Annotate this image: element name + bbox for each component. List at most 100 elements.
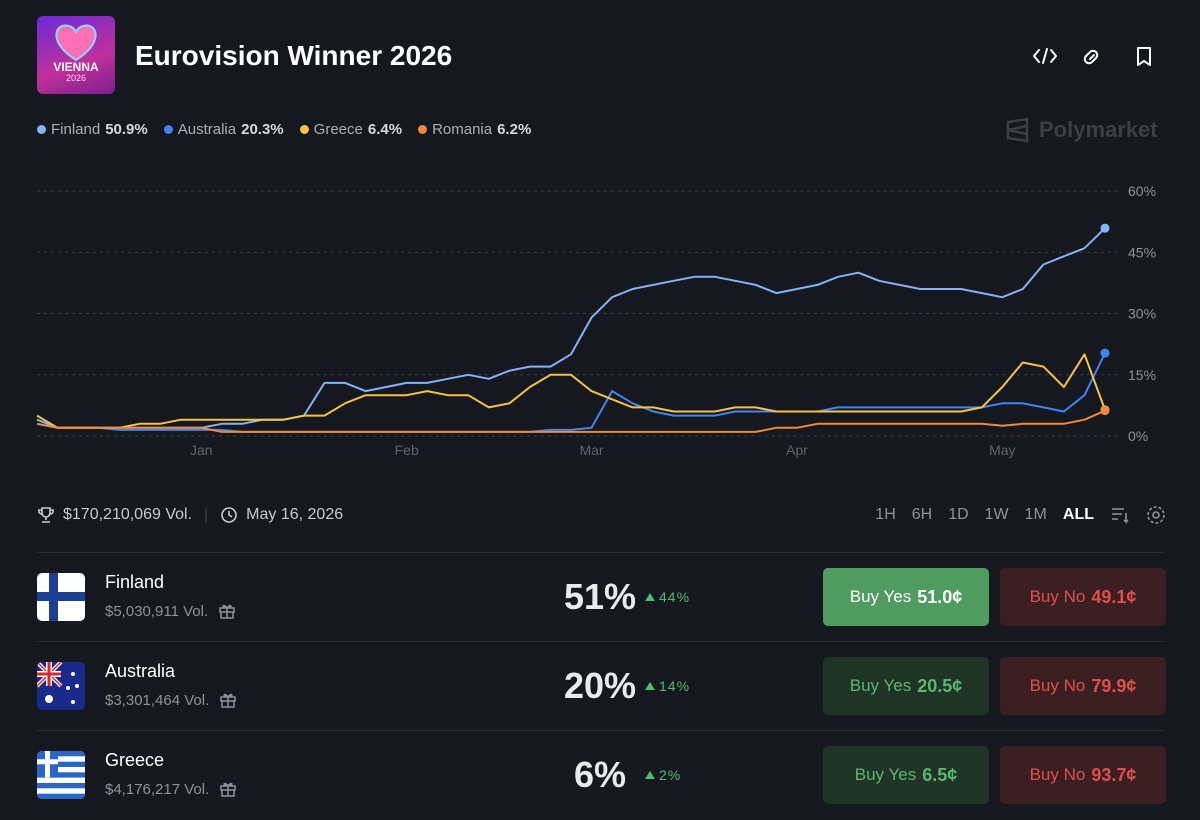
legend-value: 20.3% (241, 121, 284, 138)
button-label: Buy Yes (849, 676, 912, 695)
up-arrow (645, 682, 655, 690)
buy-yes-button[interactable]: Buy Yes 6.5¢ (823, 746, 989, 804)
gift-icon (220, 693, 237, 708)
range-button[interactable]: 1W (984, 506, 1009, 523)
buy-no-button[interactable]: Buy No 49.1¢ (1000, 568, 1166, 626)
y-tick-label: 45% (1128, 244, 1156, 260)
legend-label: Greece (313, 121, 363, 138)
range-button[interactable]: 1D (948, 506, 969, 523)
outcome-volume: $5,030,911 Vol. (105, 602, 209, 620)
legend: Finland 50.9% Australia 20.3% Greece 6.4% Roma… (37, 121, 531, 138)
legend-item: Romania 6.2% (418, 121, 531, 138)
legend-item: Australia 20.3% (163, 121, 284, 138)
brand-name: Polymarket (1039, 117, 1158, 142)
legend-item: Finland 50.9% (37, 121, 148, 138)
change-value: 44% (659, 589, 691, 605)
separator: | (204, 506, 209, 523)
outcome-volume: $4,176,217 Vol. (105, 780, 210, 798)
series-end-dot (1100, 348, 1110, 358)
change: 2% (645, 767, 681, 783)
outcome-name: Australia (105, 661, 176, 681)
button-label: Buy Yes (854, 765, 917, 784)
summary: $170,210,069 Vol. | May 16, 2026 (37, 506, 343, 524)
market-row[interactable]: Greece $4,176,217 Vol. 6% 2% Buy Yes 6.5¢… (0, 730, 1200, 819)
market-row[interactable]: Australia $3,301,464 Vol. 20% 14% Buy Ye… (0, 641, 1200, 730)
y-tick-label: 0% (1128, 428, 1148, 444)
x-tick-label: Apr (786, 442, 808, 458)
settings-icon[interactable] (1146, 505, 1166, 525)
legend-swatch (163, 125, 173, 134)
legend-value: 6.2% (497, 121, 532, 138)
outcome-volume-wrap: $3,301,464 Vol. (105, 691, 237, 709)
buy-no-button[interactable]: Buy No 93.7¢ (1000, 746, 1166, 804)
market-logo: VIENNA 2026 (37, 16, 115, 94)
button-price: 6.5¢ (922, 764, 958, 785)
chance: 6% (573, 754, 627, 795)
legend-value: 6.4% (367, 121, 403, 138)
flag (37, 662, 85, 710)
price-chart: 0% 15% 30% 45% 60% Jan Feb Mar Apr May (36, 183, 1156, 458)
link-button[interactable] (1083, 49, 1099, 65)
x-tick-label: Jan (190, 442, 213, 458)
flag (37, 751, 85, 799)
outcome-volume-wrap: $5,030,911 Vol. (105, 602, 236, 620)
brand: Polymarket (1005, 117, 1158, 143)
logo-text: VIENNA (53, 60, 99, 74)
divider (37, 552, 1165, 553)
legend-swatch (418, 125, 428, 134)
flag (37, 573, 85, 621)
total-volume: $170,210,069 Vol. (63, 506, 193, 523)
button-label: Buy No (1029, 587, 1086, 606)
range-button[interactable]: 1H (875, 506, 896, 523)
series-line (36, 409, 1106, 433)
legend-label: Romania (432, 121, 493, 138)
legend-swatch (299, 125, 309, 134)
up-arrow (645, 593, 655, 601)
market-row[interactable]: Finland $5,030,911 Vol. 51% 44% Buy Yes 5… (0, 552, 1200, 641)
legend-label: Finland (51, 121, 101, 138)
legend-swatch (37, 125, 46, 134)
range-button[interactable]: 1M (1024, 506, 1047, 523)
chance: 20% (563, 665, 637, 706)
outcome-volume: $3,301,464 Vol. (105, 691, 210, 709)
button-price: 20.5¢ (917, 675, 963, 696)
range-button[interactable]: 6H (911, 506, 933, 523)
sort-icon[interactable] (1110, 505, 1130, 525)
outcome-volume-wrap: $4,176,217 Vol. (105, 780, 237, 798)
series-line (36, 353, 1106, 429)
button-label: Buy Yes (849, 587, 912, 606)
header-actions (1033, 47, 1151, 66)
divider (37, 730, 1165, 731)
button-label: Buy No (1029, 765, 1086, 784)
change: 14% (645, 678, 690, 694)
up-arrow (645, 771, 655, 779)
buy-yes-button[interactable]: Buy Yes 51.0¢ (823, 568, 989, 626)
range-button[interactable]: ALL (1062, 506, 1094, 523)
outcome-name: Finland (105, 572, 165, 592)
x-tick-label: Feb (395, 442, 419, 458)
logo-text: 2026 (65, 73, 87, 83)
end-date: May 16, 2026 (246, 506, 344, 523)
gift-icon (220, 782, 237, 797)
buy-yes-button[interactable]: Buy Yes 20.5¢ (823, 657, 989, 715)
change-value: 14% (659, 678, 691, 694)
brand-icon (1006, 117, 1029, 143)
x-tick-label: May (989, 442, 1015, 458)
button-label: Buy No (1029, 676, 1086, 695)
logo-heart (55, 24, 97, 62)
embed-button[interactable] (1033, 48, 1057, 64)
market-title: Eurovision Winner 2026 (135, 40, 453, 71)
buy-no-button[interactable]: Buy No 79.9¢ (1000, 657, 1166, 715)
chance: 51% (563, 576, 637, 617)
button-price: 49.1¢ (1091, 586, 1137, 607)
change-value: 2% (659, 767, 682, 783)
trophy-icon (38, 507, 54, 523)
x-tick-label: Mar (579, 442, 603, 458)
change: 44% (645, 589, 690, 605)
clock-icon (221, 507, 237, 523)
button-price: 79.9¢ (1091, 675, 1137, 696)
legend-item: Greece 6.4% (299, 121, 403, 138)
bookmark-button[interactable] (1137, 47, 1151, 66)
outcome-name: Greece (105, 750, 165, 770)
